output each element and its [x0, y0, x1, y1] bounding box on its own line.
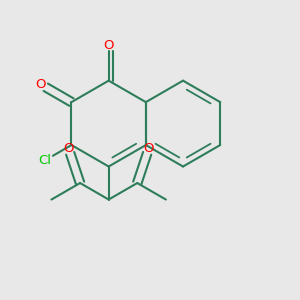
Text: O: O [144, 142, 154, 154]
Text: O: O [36, 78, 46, 91]
Text: O: O [103, 39, 114, 52]
Text: Cl: Cl [38, 154, 51, 167]
Text: O: O [63, 142, 74, 154]
